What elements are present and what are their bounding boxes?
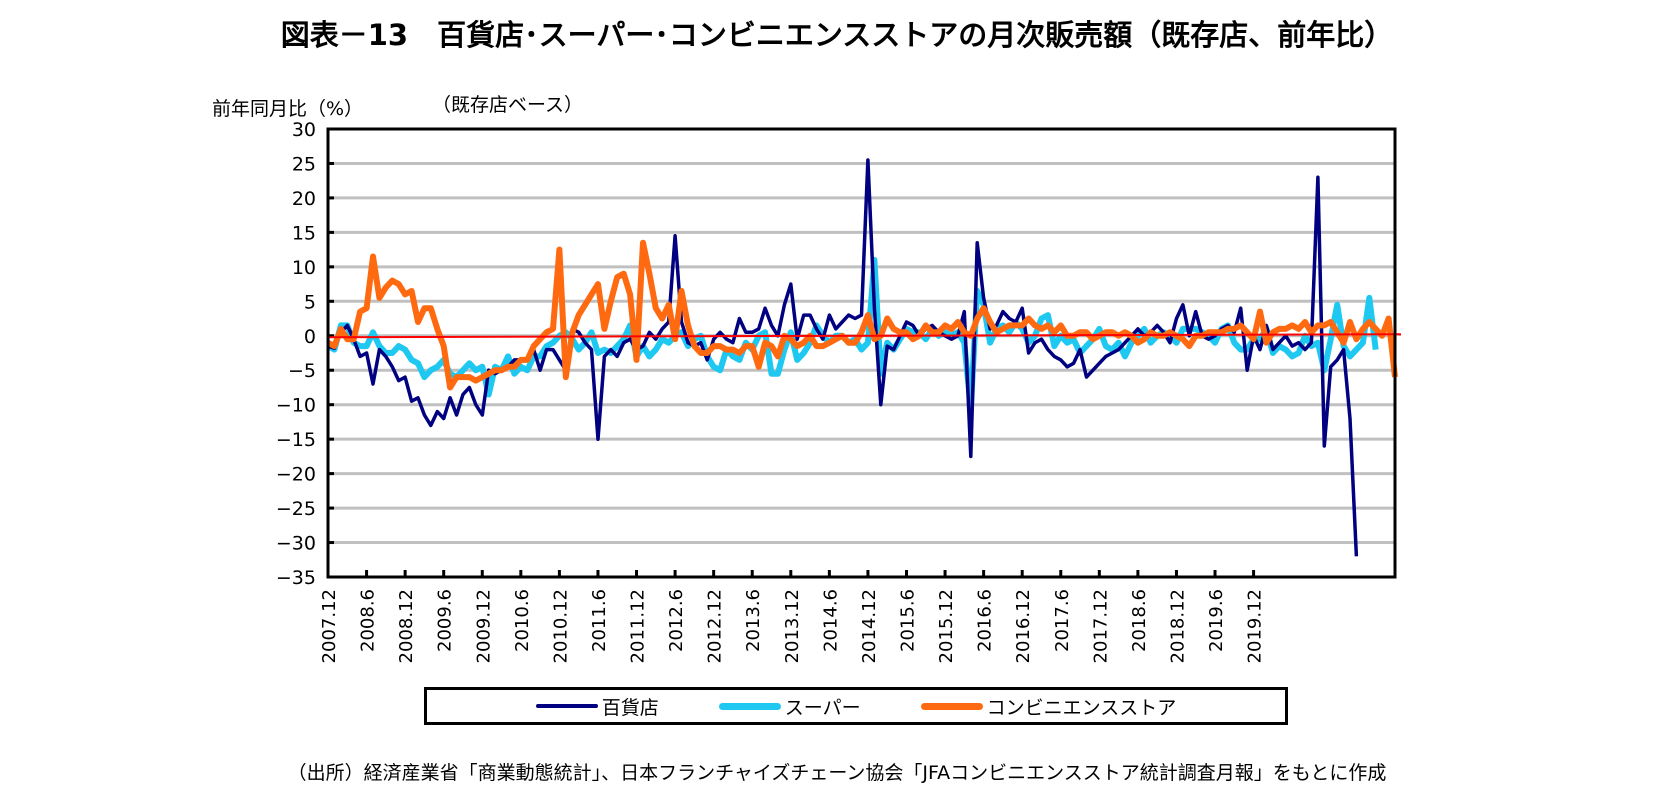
line-chart: 30 25 20 15 10 5 0 −5 −10 −15 −20 −25 −30 −35 2007.12… <box>276 119 1402 663</box>
y-tick-label: −30 <box>276 533 316 555</box>
x-tick-label: 2019.12 <box>1245 589 1266 663</box>
legend-label-dept: 百貨店 <box>601 696 659 719</box>
x-tick-label: 2015.6 <box>897 589 918 652</box>
y-tick-label: −35 <box>276 567 316 589</box>
x-tick-label: 2009.12 <box>473 589 494 663</box>
legend-label-super: スーパー <box>784 696 861 719</box>
y-tick-label: 15 <box>292 222 316 244</box>
zero-reference-line <box>327 333 1402 339</box>
x-tick-label: 2014.6 <box>820 589 841 652</box>
y-tick-label: −5 <box>288 360 316 382</box>
x-axis-ticks: 2007.12 2008.6 2008.12 2009.6 2009.12 2010.6 2… <box>319 570 1266 663</box>
chart-title: 図表－13 百貨店･スーパー･コンビニエンスストアの月次販売額（既存店、前年比） <box>280 18 1394 52</box>
x-tick-label: 2010.12 <box>550 589 571 663</box>
x-tick-label: 2008.6 <box>358 589 379 652</box>
x-tick-label: 2017.6 <box>1052 589 1073 652</box>
series-lines <box>326 158 1398 557</box>
legend-swatch-super <box>718 702 781 710</box>
x-tick-label: 2018.6 <box>1129 589 1150 652</box>
x-tick-label: 2009.6 <box>435 589 456 652</box>
x-tick-label: 2016.6 <box>975 589 996 652</box>
x-tick-label: 2010.6 <box>512 589 533 652</box>
x-tick-label: 2012.12 <box>705 589 726 663</box>
x-tick-label: 2007.12 <box>319 589 340 663</box>
y-tick-label: 30 <box>292 119 316 141</box>
x-tick-label: 2011.12 <box>628 589 649 663</box>
legend-swatch-conv <box>920 702 983 710</box>
y-tick-label: −15 <box>276 429 316 451</box>
gridlines <box>328 161 1395 545</box>
y-axis-ticks: 30 25 20 15 10 5 0 −5 −10 −15 −20 −25 −30 −35 <box>276 119 334 589</box>
x-tick-label: 2013.6 <box>743 589 764 652</box>
y-tick-label: 20 <box>292 188 316 210</box>
legend: 百貨店 スーパー コンビニエンスストア <box>424 687 1288 725</box>
y-tick-label: 10 <box>292 257 316 279</box>
x-tick-label: 2014.12 <box>859 589 880 663</box>
x-tick-label: 2013.12 <box>782 589 803 663</box>
series-line-conv <box>326 239 1398 391</box>
x-tick-label: 2016.12 <box>1013 589 1034 663</box>
legend-item-dept: 百貨店 <box>535 693 659 720</box>
y-tick-label: 25 <box>292 153 316 175</box>
x-tick-label: 2008.12 <box>396 589 417 663</box>
series-line-dept <box>327 158 1359 557</box>
y-axis-label: 前年同月比（%） <box>212 98 364 120</box>
x-tick-label: 2015.12 <box>936 589 957 663</box>
legend-swatch-dept <box>535 704 598 708</box>
x-tick-label: 2011.6 <box>589 589 610 652</box>
y-tick-label: −25 <box>276 498 316 520</box>
chart-note: （既存店ベース） <box>432 94 584 116</box>
legend-label-conv: コンビニエンスストア <box>986 696 1177 719</box>
y-tick-label: 5 <box>304 291 316 313</box>
source-note: （出所）経済産業省「商業動態統計」、日本フランチャイズチェーン協会「JFAコンビ… <box>287 762 1387 784</box>
y-tick-label: −20 <box>276 464 316 486</box>
legend-item-conv: コンビニエンスストア <box>920 693 1177 720</box>
plot-area-frame <box>326 127 1397 579</box>
legend-item-super: スーパー <box>718 693 861 720</box>
x-tick-label: 2018.12 <box>1167 589 1188 663</box>
y-tick-label: 0 <box>304 326 316 348</box>
y-tick-label: −10 <box>276 395 316 417</box>
x-tick-label: 2012.6 <box>666 589 687 652</box>
x-tick-label: 2019.6 <box>1206 589 1227 652</box>
x-tick-label: 2017.12 <box>1090 589 1111 663</box>
